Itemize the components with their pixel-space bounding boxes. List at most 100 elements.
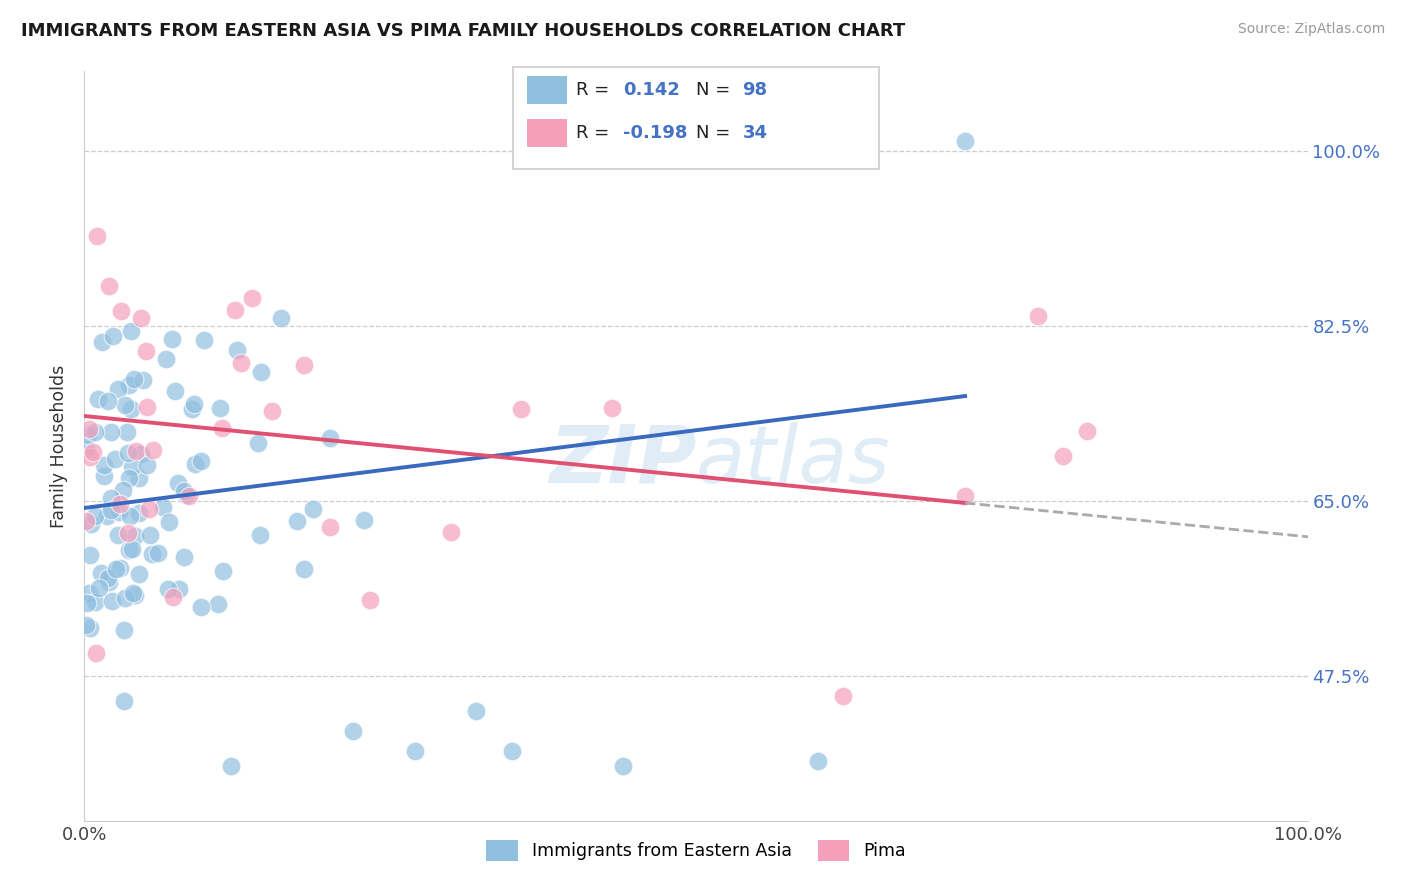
Point — [270, 311, 292, 326]
Point — [207, 598, 229, 612]
Point — [138, 501, 160, 516]
Point — [173, 483, 195, 498]
Point — [129, 311, 152, 326]
Point — [91, 335, 114, 350]
Point — [122, 585, 145, 599]
Point — [93, 469, 115, 483]
Point — [104, 452, 127, 467]
Point — [114, 398, 136, 412]
Point — [76, 596, 98, 610]
Point — [128, 566, 150, 581]
Point — [98, 574, 121, 589]
Point — [301, 502, 323, 516]
Point — [190, 454, 212, 468]
Point — [79, 548, 101, 562]
Point — [211, 421, 233, 435]
Text: R =: R = — [576, 81, 616, 99]
Point — [292, 358, 315, 372]
Point — [118, 543, 141, 558]
Point — [1052, 449, 1074, 463]
Point — [112, 483, 135, 497]
Legend: Immigrants from Eastern Asia, Pima: Immigrants from Eastern Asia, Pima — [479, 833, 912, 868]
Point — [208, 401, 231, 416]
Text: atlas: atlas — [696, 422, 891, 500]
Point — [953, 489, 976, 503]
Text: 98: 98 — [742, 81, 768, 99]
Point — [193, 333, 215, 347]
Point — [342, 723, 364, 738]
Text: N =: N = — [696, 81, 735, 99]
Point — [83, 595, 105, 609]
Point — [231, 355, 253, 369]
Point — [262, 404, 284, 418]
Point — [464, 704, 486, 718]
Point — [115, 425, 138, 440]
Point — [117, 446, 139, 460]
Point — [226, 343, 249, 357]
Text: R =: R = — [576, 124, 616, 142]
Point — [112, 623, 135, 637]
Point — [80, 517, 103, 532]
Point — [79, 586, 101, 600]
Point — [117, 377, 139, 392]
Point — [173, 550, 195, 565]
Point — [807, 754, 830, 768]
Point — [1076, 424, 1098, 438]
Point — [142, 442, 165, 457]
Point — [77, 422, 100, 436]
Point — [90, 566, 112, 581]
Point — [1028, 309, 1050, 323]
Point — [190, 600, 212, 615]
Point — [160, 332, 183, 346]
Point — [83, 508, 105, 523]
Text: 34: 34 — [742, 124, 768, 142]
Point — [132, 373, 155, 387]
Point — [166, 476, 188, 491]
Point — [120, 324, 142, 338]
Point — [319, 520, 342, 534]
Point — [240, 291, 263, 305]
Point — [97, 279, 120, 293]
Point — [118, 508, 141, 523]
Point — [285, 514, 308, 528]
Point — [404, 744, 426, 758]
Text: IMMIGRANTS FROM EASTERN ASIA VS PIMA FAMILY HOUSEHOLDS CORRELATION CHART: IMMIGRANTS FROM EASTERN ASIA VS PIMA FAM… — [21, 22, 905, 40]
Point — [86, 392, 108, 406]
Point — [152, 500, 174, 515]
Point — [359, 593, 381, 607]
Point — [155, 351, 177, 366]
Point — [97, 394, 120, 409]
Point — [165, 384, 187, 399]
Point — [148, 545, 170, 559]
Point — [75, 514, 97, 528]
Point — [117, 471, 139, 485]
Point — [139, 528, 162, 542]
Point — [135, 458, 157, 473]
Point — [141, 547, 163, 561]
Point — [110, 304, 132, 318]
Point — [100, 503, 122, 517]
Point — [107, 505, 129, 519]
Point — [86, 229, 108, 244]
Point — [121, 459, 143, 474]
Text: Source: ZipAtlas.com: Source: ZipAtlas.com — [1237, 22, 1385, 37]
Point — [124, 587, 146, 601]
Point — [174, 488, 197, 502]
Point — [167, 582, 190, 597]
Point — [831, 689, 853, 703]
Text: -0.198: -0.198 — [623, 124, 688, 142]
Point — [136, 400, 159, 414]
Point — [121, 541, 143, 556]
Point — [75, 442, 97, 456]
Point — [122, 372, 145, 386]
Point — [100, 425, 122, 439]
Point — [211, 564, 233, 578]
Point — [502, 744, 524, 758]
Point — [112, 693, 135, 707]
Point — [124, 529, 146, 543]
Point — [612, 758, 634, 772]
Point — [180, 401, 202, 416]
Point — [84, 646, 107, 660]
Point — [440, 524, 463, 539]
Point — [120, 402, 142, 417]
